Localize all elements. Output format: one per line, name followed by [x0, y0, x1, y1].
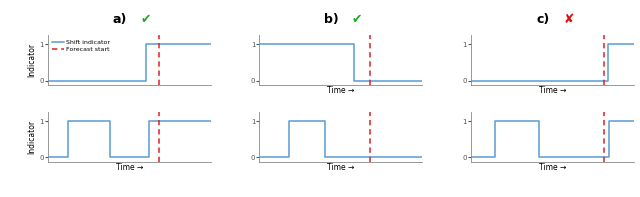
Text: ✔: ✔ — [140, 13, 150, 26]
Text: ✔: ✔ — [351, 13, 362, 26]
Legend: Shift indicator, Forecast start: Shift indicator, Forecast start — [51, 39, 111, 53]
Text: ✘: ✘ — [563, 13, 573, 26]
X-axis label: Time →: Time → — [327, 86, 355, 95]
X-axis label: Time →: Time → — [327, 163, 355, 172]
X-axis label: Time →: Time → — [539, 86, 566, 95]
Y-axis label: Indicator: Indicator — [28, 43, 36, 77]
Text: c): c) — [536, 13, 549, 26]
Text: b): b) — [324, 13, 339, 26]
Text: a): a) — [113, 13, 127, 26]
Y-axis label: Indicator: Indicator — [28, 120, 36, 154]
X-axis label: Time →: Time → — [539, 163, 566, 172]
X-axis label: Time →: Time → — [116, 163, 143, 172]
